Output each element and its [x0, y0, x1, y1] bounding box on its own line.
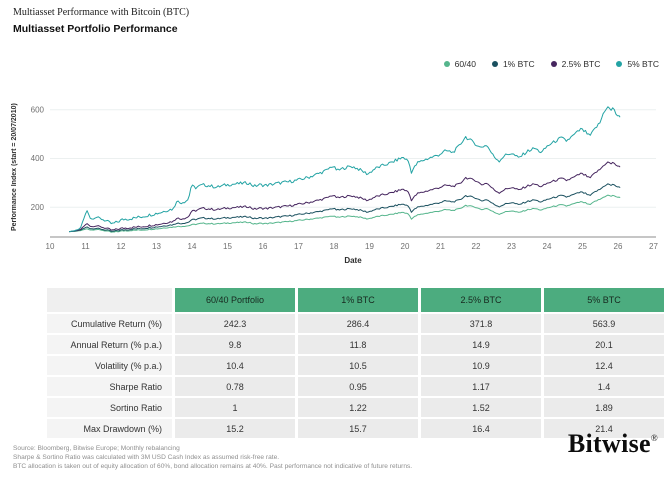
bitwise-logo: Bitwise® — [568, 429, 658, 459]
x-tick-label: 17 — [294, 242, 303, 251]
table-column-header: 60/40 Portfolio — [175, 288, 295, 312]
table-value-cell: 10.5 — [298, 356, 418, 375]
series-line-5-btc — [69, 106, 621, 233]
x-tick-label: 15 — [223, 242, 232, 251]
x-tick-label: 14 — [188, 242, 197, 251]
legend-label: 60/40 — [454, 59, 476, 69]
table-value-cell: 11.8 — [298, 335, 418, 354]
series-line-60-40 — [69, 194, 621, 233]
table-value-cell: 10.4 — [175, 356, 295, 375]
legend-label: 1% BTC — [502, 59, 535, 69]
x-tick-label: 18 — [330, 242, 339, 251]
legend-label: 2.5% BTC — [561, 59, 601, 69]
x-tick-label: 13 — [152, 242, 161, 251]
x-tick-label: 24 — [543, 242, 552, 251]
x-tick-label: 20 — [401, 242, 410, 251]
x-tick-label: 27 — [649, 242, 658, 251]
x-tick-label: 19 — [365, 242, 374, 251]
table-row-label: Sharpe Ratio — [47, 377, 172, 396]
table-value-cell: 0.95 — [298, 377, 418, 396]
x-tick-label: 12 — [117, 242, 126, 251]
x-tick-label: 25 — [578, 242, 587, 251]
footnotes: Source: Bloomberg, Bitwise Europe; Month… — [13, 445, 412, 471]
x-tick-label: 16 — [259, 242, 268, 251]
table-value-cell: 15.7 — [298, 419, 418, 438]
table-column-header: 1% BTC — [298, 288, 418, 312]
table-corner-cell — [47, 288, 172, 312]
legend-dot-icon — [443, 61, 450, 67]
table-value-cell: 1 — [175, 398, 295, 417]
legend-item-1-btc: 1% BTC — [491, 59, 535, 69]
table-row-label: Annual Return (% p.a.) — [47, 335, 172, 354]
legend-dot-icon — [550, 61, 557, 67]
x-axis-title: Date — [344, 256, 362, 265]
bitwise-logo-text: Bitwise — [567, 429, 651, 458]
table-value-cell: 20.1 — [544, 335, 664, 354]
table-value-cell: 1.22 — [298, 398, 418, 417]
page-title: Multiasset Portfolio Performance — [13, 23, 178, 35]
table-value-cell: 371.8 — [421, 314, 541, 333]
legend-dot-icon — [616, 61, 623, 67]
table-row-label: Cumulative Return (%) — [47, 314, 172, 333]
legend-label: 5% BTC — [627, 59, 659, 69]
x-tick-label: 22 — [472, 242, 481, 251]
table-row-label: Max Drawdown (%) — [47, 419, 172, 438]
x-tick-label: 26 — [614, 242, 623, 251]
table-value-cell: 1.52 — [421, 398, 541, 417]
series-line-2-5-btc — [69, 161, 621, 233]
table-value-cell: 15.2 — [175, 419, 295, 438]
table-value-cell: 286.4 — [298, 314, 418, 333]
chart-svg: 200 400 600 10 11 12 13 14 15 16 17 18 19 20 21 22 23 24 2… — [31, 105, 659, 251]
table-value-cell: 0.78 — [175, 377, 295, 396]
y-tick-label: 200 — [31, 203, 45, 212]
registered-mark: ® — [650, 433, 658, 443]
table-column-header: 2.5% BTC — [421, 288, 541, 312]
metrics-table: 60/40 Portfolio 1% BTC 2.5% BTC 5% BTC Cumul… — [47, 288, 664, 438]
legend-item-2-5-btc: 2.5% BTC — [550, 59, 601, 69]
table-value-cell: 9.8 — [175, 335, 295, 354]
report-kicker: Multiasset Performance with Bitcoin (BTC… — [13, 7, 190, 18]
table-value-cell: 563.9 — [544, 314, 664, 333]
legend-item-60-40: 60/40 — [443, 59, 476, 69]
table-row-label: Sortino Ratio — [47, 398, 172, 417]
table-value-cell: 16.4 — [421, 419, 541, 438]
table-value-cell: 14.9 — [421, 335, 541, 354]
y-tick-label: 600 — [31, 105, 45, 114]
table-value-cell: 1.17 — [421, 377, 541, 396]
legend-item-5-btc: 5% BTC — [616, 59, 659, 69]
x-tick-label: 21 — [436, 242, 445, 251]
table-value-cell: 242.3 — [175, 314, 295, 333]
x-tick-label: 23 — [507, 242, 516, 251]
series-line-1-btc — [69, 183, 621, 233]
table-value-cell: 10.9 — [421, 356, 541, 375]
chart-legend: 60/40 1% BTC 2.5% BTC 5% BTC — [443, 59, 659, 69]
table-value-cell: 21.4 — [544, 419, 664, 438]
legend-dot-icon — [491, 61, 498, 67]
table-value-cell: 1.4 — [544, 377, 664, 396]
y-tick-label: 400 — [31, 154, 45, 163]
x-tick-label: 11 — [81, 242, 90, 251]
footnote-line: Sharpe & Sortino Ratio was calculated wi… — [13, 453, 280, 461]
table-value-cell: 12.4 — [544, 356, 664, 375]
x-tick-label: 10 — [46, 242, 55, 251]
footnote-line: BTC allocation is taken out of equity al… — [13, 462, 413, 470]
table-value-cell: 1.89 — [544, 398, 664, 417]
table-row-label: Volatility (% p.a.) — [47, 356, 172, 375]
y-axis-title: Performance Index (start = 20/07/2010) — [11, 103, 18, 231]
footnote-line: Source: Bloomberg, Bitwise Europe; Month… — [13, 445, 180, 452]
table-column-header: 5% BTC — [544, 288, 664, 312]
